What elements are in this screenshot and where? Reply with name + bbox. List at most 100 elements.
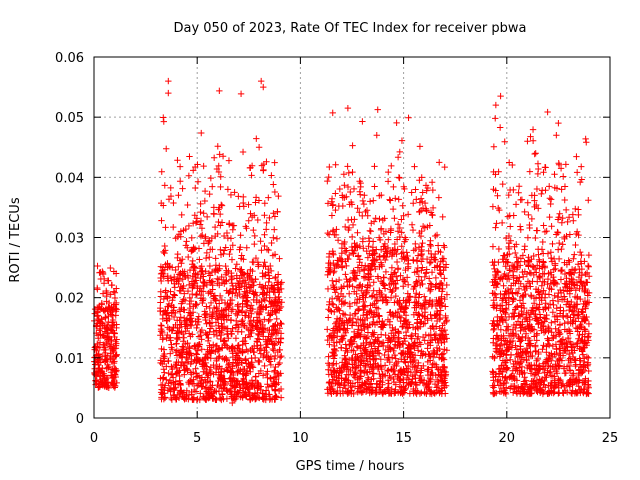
data-point bbox=[278, 352, 285, 360]
data-point bbox=[167, 350, 174, 357]
data-point bbox=[253, 135, 260, 142]
data-point bbox=[98, 301, 105, 308]
data-point bbox=[221, 299, 229, 307]
data-point bbox=[160, 352, 167, 360]
data-point bbox=[266, 358, 274, 365]
data-point bbox=[220, 250, 227, 258]
data-point bbox=[262, 226, 270, 233]
data-point bbox=[164, 331, 171, 339]
data-point bbox=[224, 364, 232, 371]
data-point bbox=[112, 352, 119, 360]
data-point bbox=[232, 335, 240, 342]
data-point bbox=[193, 324, 200, 332]
data-point bbox=[183, 366, 191, 373]
data-point bbox=[197, 291, 205, 299]
data-point bbox=[266, 214, 273, 222]
y-tick-label: 0.04 bbox=[55, 171, 84, 186]
data-point bbox=[101, 275, 108, 283]
data-point bbox=[218, 296, 226, 304]
data-point bbox=[161, 394, 169, 402]
data-point bbox=[231, 189, 238, 196]
data-point bbox=[256, 281, 264, 288]
data-point bbox=[248, 310, 255, 317]
data-point bbox=[113, 352, 120, 359]
data-point bbox=[227, 191, 235, 199]
x-tick-label: 10 bbox=[292, 431, 309, 446]
data-point bbox=[200, 162, 207, 170]
data-point bbox=[257, 367, 265, 375]
data-point bbox=[212, 232, 219, 240]
data-point bbox=[160, 270, 167, 278]
data-point bbox=[107, 343, 114, 351]
data-point bbox=[103, 287, 110, 295]
data-point bbox=[169, 374, 177, 381]
data-point bbox=[243, 285, 250, 292]
data-point bbox=[229, 242, 236, 249]
data-point bbox=[220, 378, 228, 385]
data-point bbox=[226, 221, 233, 228]
data-point bbox=[276, 354, 284, 361]
data-point bbox=[275, 286, 283, 294]
data-point bbox=[174, 157, 181, 164]
data-point bbox=[198, 336, 205, 343]
data-point bbox=[210, 361, 217, 369]
data-point bbox=[260, 160, 268, 168]
data-point bbox=[183, 365, 190, 372]
data-point bbox=[217, 173, 224, 180]
data-point bbox=[94, 340, 101, 348]
data-point bbox=[175, 277, 182, 285]
data-point bbox=[215, 322, 222, 330]
data-point bbox=[268, 331, 275, 338]
data-point bbox=[189, 290, 196, 298]
data-point bbox=[191, 342, 199, 349]
data-point bbox=[277, 394, 285, 401]
data-point bbox=[173, 317, 181, 324]
data-point bbox=[160, 118, 168, 125]
data-point bbox=[253, 325, 260, 332]
data-point bbox=[188, 234, 195, 242]
data-point bbox=[261, 200, 269, 207]
data-point bbox=[219, 375, 227, 382]
data-point bbox=[231, 345, 238, 353]
data-point bbox=[197, 208, 204, 216]
data-point bbox=[179, 276, 186, 283]
data-point bbox=[196, 256, 203, 263]
data-point bbox=[273, 393, 280, 401]
data-point bbox=[273, 235, 281, 242]
data-point bbox=[207, 355, 214, 362]
x-axis-label: GPS time / hours bbox=[296, 459, 405, 474]
data-point bbox=[160, 273, 168, 280]
data-point bbox=[102, 356, 109, 363]
data-point bbox=[242, 357, 249, 364]
data-point bbox=[226, 288, 233, 296]
data-point bbox=[185, 222, 193, 230]
data-point bbox=[241, 277, 249, 284]
data-point bbox=[175, 263, 182, 270]
data-point bbox=[96, 269, 103, 276]
data-point bbox=[92, 358, 99, 365]
data-point bbox=[160, 346, 168, 353]
data-point bbox=[210, 154, 218, 161]
data-point bbox=[165, 300, 173, 308]
data-point bbox=[226, 250, 233, 258]
data-point bbox=[189, 257, 196, 265]
data-point bbox=[176, 381, 184, 388]
data-point bbox=[197, 328, 204, 336]
data-point bbox=[221, 337, 228, 344]
data-point bbox=[209, 246, 216, 253]
data-point bbox=[203, 249, 211, 257]
data-point bbox=[236, 246, 243, 253]
y-tick-label: 0.03 bbox=[55, 232, 84, 247]
y-tick-label: 0.06 bbox=[55, 51, 84, 66]
data-point bbox=[181, 290, 188, 297]
data-point bbox=[229, 306, 236, 313]
data-point bbox=[185, 330, 193, 337]
data-point bbox=[105, 336, 112, 343]
data-point bbox=[162, 287, 169, 294]
data-point bbox=[167, 379, 175, 386]
data-point bbox=[112, 371, 119, 379]
data-point bbox=[235, 193, 242, 200]
data-point bbox=[237, 90, 245, 98]
data-point bbox=[157, 274, 164, 282]
data-point bbox=[201, 311, 208, 319]
